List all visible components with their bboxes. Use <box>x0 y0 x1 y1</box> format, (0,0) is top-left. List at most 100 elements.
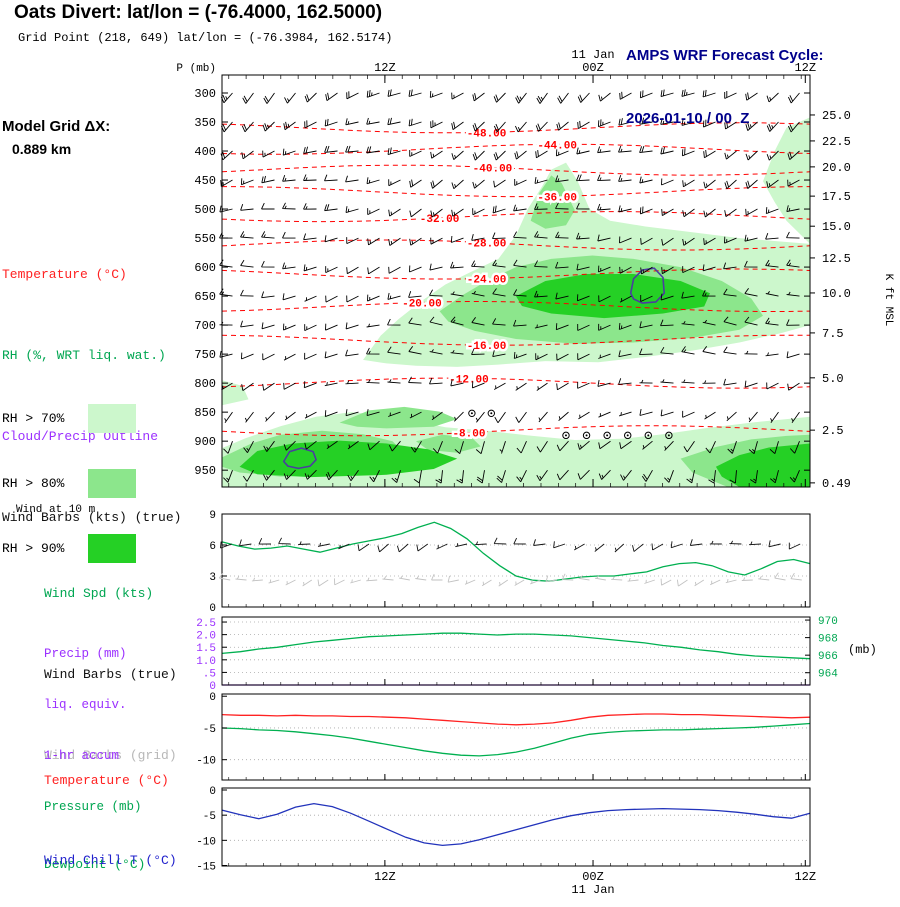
tick-label-left: 0 <box>209 603 216 615</box>
top-time-tick-label: 12Z <box>794 61 816 75</box>
pressure-label: Pressure (mb) <box>44 800 142 814</box>
rh-area-rh80 <box>530 175 575 229</box>
wind-chill-label: Wind Chill T (°C) <box>44 853 177 868</box>
wind-barbs-grid-label: Wind Barbs (grid) <box>44 748 177 763</box>
series-temperature-c <box>221 713 811 726</box>
temp-dew-panel: 0 -5 -10 <box>196 692 811 781</box>
pressure-tick-label: 950 <box>194 464 216 478</box>
tick-label-right: 970 <box>818 616 838 628</box>
temp-contour-line <box>221 334 811 346</box>
rh70-swatch <box>88 404 136 433</box>
temp-contour-line <box>221 239 811 251</box>
pressure-tick-label: 550 <box>194 232 216 246</box>
precip-label: Precip (mm) <box>44 647 127 661</box>
temperature-label: Temperature (°C) <box>44 773 169 788</box>
precip-pressure-panel: 2.52.01.51.0.50 970 968 966 964 <box>196 616 838 693</box>
temp-contour-label: -20.00 <box>402 298 442 310</box>
kft-tick-label: 25.0 <box>822 109 851 123</box>
circle-symbol <box>582 431 591 440</box>
cloud-outline <box>282 447 317 470</box>
precip-panel-labels: Precip (mm) liq. equiv. 1-hr accum Press… <box>44 612 142 833</box>
liq-equiv-label: liq. equiv. <box>44 698 127 712</box>
pressure-tick-label: 850 <box>194 406 216 420</box>
circle-symbol-dot <box>564 434 567 437</box>
wind-barbs-main <box>219 89 800 484</box>
kft-tick-label: 0.49 <box>822 477 851 491</box>
p-axis-label: P (mb) <box>176 63 216 75</box>
station-symbols <box>468 409 673 440</box>
cloud-outline <box>629 267 666 304</box>
temp-contour-label: -48.00 <box>467 128 507 140</box>
tick-label-left: .5 <box>203 668 216 680</box>
temp-panel-labels: Temperature (°C) Dewpoint (°C) <box>44 711 169 907</box>
tick-label-left: -10 <box>196 836 216 848</box>
rh90-swatch <box>88 534 136 563</box>
rh-area-rh90 <box>516 274 710 319</box>
rh90-label: RH > 90% <box>2 541 65 556</box>
grid-point-subtitle: Grid Point (218, 649) lat/lon = (-76.398… <box>18 31 393 45</box>
wind-panel-labels: Wind Spd (kts) Wind Barbs (true) Wind Ba… <box>44 526 177 796</box>
dewpoint-label: Dewpoint (°C) <box>44 857 146 872</box>
temp-contour-label: -24.00 <box>467 275 507 287</box>
kft-tick-label: 2.5 <box>822 424 844 438</box>
legend-temperature: Temperature (°C) <box>2 267 127 282</box>
kft-tick-label: 12.5 <box>822 252 851 266</box>
mb-axis-label: (mb) <box>848 643 877 657</box>
temp-contour-label: -44.00 <box>537 140 577 152</box>
kft-tick-label: 17.5 <box>822 190 851 204</box>
page-title: Oats Divert: lat/lon = (-76.4000, 162.50… <box>14 2 383 23</box>
tick-label-left: -10 <box>196 756 216 768</box>
pressure-tick-label: 900 <box>194 435 216 449</box>
top-time-tick-label: 00Z <box>582 61 604 75</box>
temp-contour-label: -40.00 <box>473 163 513 175</box>
temp-contour-line <box>221 164 811 176</box>
accum-label: 1-hr accum <box>44 749 120 763</box>
bottom-time-tick-label: 00Z <box>582 870 604 884</box>
bottom-time-tick-label: 12Z <box>374 870 396 884</box>
pressure-tick-label: 800 <box>194 377 216 391</box>
forecast-cycle-block: AMPS WRF Forecast Cycle: 2026-01-10 / 00… <box>626 3 824 150</box>
tick-label-left: 1.5 <box>196 643 216 655</box>
circle-symbol <box>644 431 652 440</box>
rh-area-rh70 <box>222 380 249 406</box>
temp-contour-line <box>221 377 811 389</box>
rh-legend-row: RH > 80% <box>2 469 136 498</box>
circle-symbol-dot <box>490 412 493 415</box>
series-wind-chill-c <box>221 802 811 847</box>
pressure-tick-label: 600 <box>194 261 216 275</box>
wind-spd-label: Wind Spd (kts) <box>44 586 154 601</box>
wind-chill-panel: 0 -5 -10 -15 <box>196 786 811 873</box>
temp-contour-label: -12.00 <box>449 374 489 386</box>
forecast-cycle-value: 2026-01-10 / 00 Z <box>626 110 750 127</box>
kft-tick-label: 10.0 <box>822 287 851 301</box>
temp-contour-line <box>221 211 811 223</box>
rh-legend-row: RH > 70% <box>2 404 136 433</box>
circle-symbol-dot <box>647 434 650 437</box>
temp-contour-label: -32.00 <box>420 214 460 226</box>
temp-contour-line <box>221 301 811 312</box>
kft-axis-label: K ft MSL <box>882 274 894 327</box>
legend-wind-barbs: Wind Barbs (kts) (true) <box>2 510 182 525</box>
tick-label-left: 1.0 <box>196 656 216 668</box>
kft-tick-label: 15.0 <box>822 220 851 234</box>
rh-area-rh90 <box>715 443 810 487</box>
rh80-label: RH > 80% <box>2 476 65 491</box>
temp-contour-line <box>222 186 811 198</box>
temp-contour-label: -16.00 <box>467 341 507 353</box>
tick-label-right: 964 <box>818 669 838 681</box>
tick-label-left: 3 <box>209 572 216 584</box>
rh-area-rh80 <box>339 406 458 429</box>
legend-rh: RH (%, WRT liq. wat.) <box>2 348 166 363</box>
pressure-tick-label: 300 <box>194 87 216 101</box>
tick-label-left: 6 <box>209 541 216 553</box>
rh70-label: RH > 70% <box>2 411 65 426</box>
circle-symbol-dot <box>585 434 588 437</box>
rh80-swatch <box>88 469 136 498</box>
wind-barbs-true-label: Wind Barbs (true) <box>44 667 177 682</box>
circle-symbol-dot <box>667 434 670 437</box>
rh-area-rh70 <box>763 117 810 244</box>
temp-contour-line <box>221 268 811 280</box>
tick-label-left: 0 <box>209 786 216 798</box>
tick-label-right: 968 <box>818 634 838 646</box>
